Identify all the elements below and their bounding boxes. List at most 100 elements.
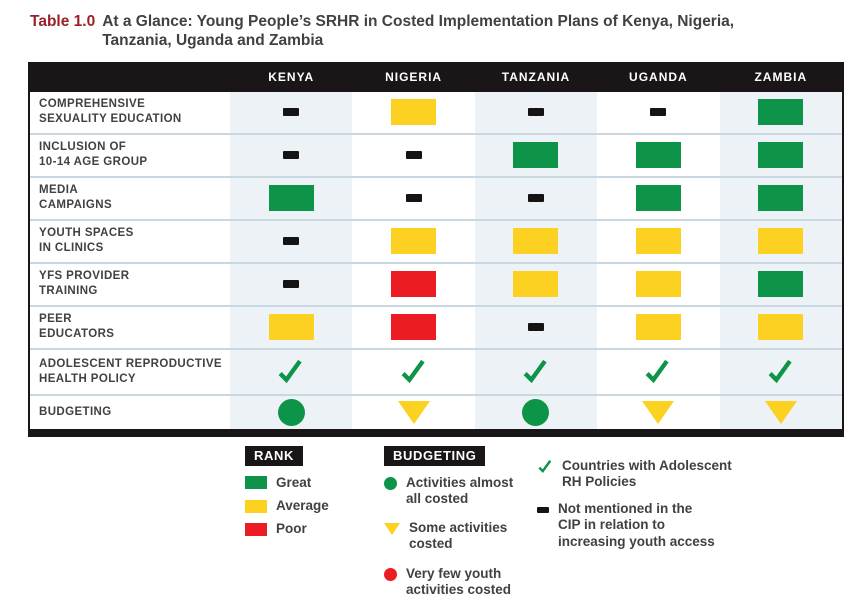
check-marker <box>537 459 553 474</box>
title-line2: Tanzania, Uganda and Zambia <box>102 32 324 50</box>
row-label: MEDIA CAMPAIGNS <box>39 184 113 212</box>
great-marker <box>758 271 804 298</box>
average-marker <box>758 314 804 341</box>
table-row: YFS PROVIDER TRAINING <box>30 261 842 305</box>
table-cell <box>352 92 474 133</box>
dash-marker <box>527 323 544 332</box>
average-marker <box>513 228 559 255</box>
table-cell <box>474 177 598 219</box>
table-cell <box>230 177 353 219</box>
table-cell <box>719 306 842 348</box>
legend-item-label: Some activities costed <box>409 520 508 552</box>
table-cell <box>230 395 353 429</box>
table-cell <box>719 263 842 305</box>
column-header: ZAMBIA <box>754 69 808 84</box>
legend-item: Not mentioned in the CIP in relation to … <box>537 501 767 550</box>
legend-item-label: Not mentioned in the CIP in relation to … <box>558 501 715 549</box>
table-cell <box>474 349 598 394</box>
table-row: INCLUSION OF 10-14 AGE GROUP <box>30 132 842 176</box>
legend-item: Poor <box>245 521 384 537</box>
table-cell <box>352 264 474 305</box>
legend-item: Great <box>245 475 384 491</box>
table-cell <box>230 134 353 176</box>
legend-item: Some activities costed <box>384 520 537 552</box>
average-marker <box>391 228 437 255</box>
table-cell <box>597 92 719 133</box>
row-label: YFS PROVIDER TRAINING <box>39 270 130 298</box>
table-cell <box>719 349 842 394</box>
table-cell <box>597 396 719 429</box>
great-marker <box>758 99 804 126</box>
column-header: NIGERIA <box>385 69 443 84</box>
table-cell <box>474 395 598 429</box>
circle-green-marker <box>277 398 305 426</box>
glance-table: KENYA NIGERIA TANZANIA UGANDA ZAMBIA COMPREH… <box>28 61 844 437</box>
table-cell <box>474 220 598 262</box>
row-label: YOUTH SPACES IN CLINICS <box>39 227 134 255</box>
legend: RANK Great Average Poor BUDGETING Activiti… <box>245 445 862 611</box>
budgeting-items: Activities almost all costed Some activit… <box>384 475 537 598</box>
table-cell <box>352 135 474 176</box>
table-row: COMPREHENSIVE SEXUALITY EDUCATION <box>30 91 842 133</box>
legend-item: Very few youth activities costed <box>384 566 537 598</box>
average-marker <box>758 228 804 255</box>
circle-green-marker <box>522 398 550 426</box>
legend-item-label: Average <box>276 497 329 513</box>
budgeting-legend-title: BUDGETING <box>384 445 486 466</box>
legend-item: Activities almost all costed <box>384 475 537 507</box>
great-marker <box>635 142 681 169</box>
row-label: INCLUSION OF 10-14 AGE GROUP <box>39 141 148 169</box>
row-label: COMPREHENSIVE SEXUALITY EDUCATION <box>39 98 182 126</box>
row-label: ADOLESCENT REPRODUCTIVE HEALTH POLICY <box>39 357 222 385</box>
dash-marker <box>527 194 544 203</box>
legend-item: Countries with Adolescent RH Policies <box>537 458 767 490</box>
table-cell <box>230 306 353 348</box>
dash-marker <box>527 108 544 117</box>
table-cell <box>474 91 598 133</box>
table-cell <box>230 349 353 394</box>
average-marker <box>635 271 681 298</box>
poor-marker <box>391 314 437 341</box>
rank-legend-title: RANK <box>245 445 303 466</box>
page-title: Table 1.0 At a Glance: Young People’s SR… <box>30 12 862 51</box>
great-marker <box>513 142 559 169</box>
table-cell <box>719 134 842 176</box>
table-cell <box>230 220 353 262</box>
dash-marker <box>405 151 422 160</box>
great-marker <box>635 185 681 212</box>
row-label: PEER EDUCATORS <box>39 313 115 341</box>
table-cell <box>719 395 842 429</box>
triangle-yellow-marker <box>397 400 430 424</box>
average-marker <box>513 271 559 298</box>
check-marker <box>276 358 306 386</box>
table-cell <box>719 91 842 133</box>
column-header: UGANDA <box>629 69 688 84</box>
great-marker <box>268 185 314 212</box>
legend-item-label: Countries with Adolescent RH Policies <box>562 457 732 489</box>
dash-marker <box>537 507 549 514</box>
legend-item-label: Very few youth activities costed <box>406 565 512 597</box>
table-cell <box>352 221 474 262</box>
table-cell <box>352 178 474 219</box>
average-marker <box>635 228 681 255</box>
triangle-yellow-marker <box>764 400 797 424</box>
table-row: YOUTH SPACES IN CLINICS <box>30 218 842 262</box>
legend-item: Average <box>245 498 384 514</box>
check-marker <box>766 358 796 386</box>
average-marker <box>245 499 267 513</box>
notes-items: Countries with Adolescent RH Policies Not… <box>537 458 767 550</box>
table-cell <box>597 307 719 348</box>
legend-item-label: Great <box>276 474 312 490</box>
dash-marker <box>283 108 300 117</box>
check-marker <box>399 358 429 386</box>
legend-rank: RANK Great Average Poor <box>245 445 384 545</box>
table-cell <box>230 263 353 305</box>
average-marker <box>268 314 314 341</box>
average-marker <box>635 314 681 341</box>
table-cell <box>352 350 474 394</box>
legend-budgeting: BUDGETING Activities almost all costed So… <box>384 445 537 611</box>
legend-notes: Countries with Adolescent RH Policies Not… <box>537 446 767 561</box>
great-marker <box>758 185 804 212</box>
dash-marker <box>283 237 300 246</box>
page: Table 1.0 At a Glance: Young People’s SR… <box>0 12 862 597</box>
